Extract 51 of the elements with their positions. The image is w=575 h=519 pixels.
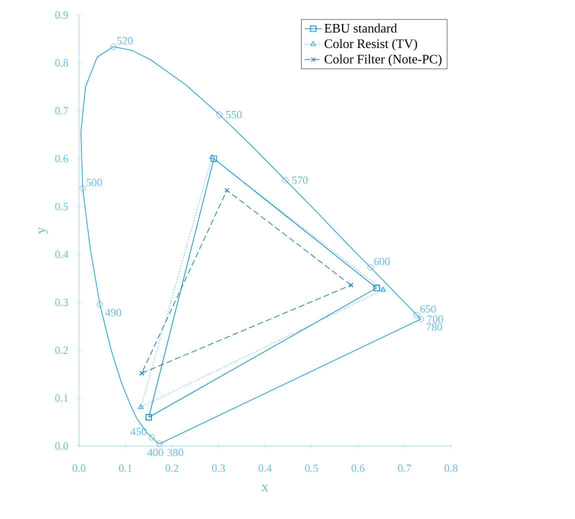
- point: [96, 302, 103, 308]
- point: [149, 434, 155, 440]
- legend-label: EBU standard: [324, 23, 397, 33]
- point: [210, 155, 218, 162]
- point: [282, 177, 288, 184]
- x-tick-label: 0.6: [352, 464, 365, 472]
- x-tick-label: 0.2: [166, 464, 178, 472]
- annotation: 500: [86, 178, 102, 186]
- x-tick-label: 0.7: [398, 464, 412, 472]
- point: [224, 188, 230, 193]
- annotation: 400: [147, 448, 164, 456]
- x-tick-label: 0.8: [444, 464, 458, 472]
- annotation: 570: [292, 176, 308, 184]
- x-tick-label: 0.1: [119, 464, 132, 472]
- point: [368, 264, 374, 270]
- annotation: 650: [420, 305, 436, 313]
- y-tick-label: 0.5: [55, 202, 68, 210]
- y-tick-label: 0.0: [55, 442, 68, 450]
- x-axis-title: x: [262, 484, 268, 492]
- point: [80, 185, 86, 192]
- annotation: 450: [130, 428, 146, 436]
- x-tick-label: 0.0: [72, 464, 86, 472]
- point: [138, 404, 144, 409]
- y-tick-label: 0.3: [55, 298, 68, 306]
- annotation: 780: [426, 323, 442, 331]
- y-tick-label: 0.7: [55, 107, 68, 114]
- annotation: 600: [374, 258, 390, 266]
- y-axis-title: y: [38, 227, 48, 234]
- y-tick-label: 0.2: [55, 346, 68, 354]
- x-tick-label: 0.3: [212, 464, 225, 472]
- point: [414, 312, 420, 318]
- x-tick-label: 0.4: [258, 464, 272, 472]
- point: [216, 112, 222, 118]
- annotation: 380: [168, 448, 184, 456]
- point: [209, 154, 215, 160]
- y-tick-label: 0.4: [55, 250, 68, 258]
- annotation: 520: [117, 37, 133, 44]
- point: [110, 44, 116, 50]
- annotation: 550: [226, 110, 242, 118]
- y-tick-label: 0.8: [55, 59, 68, 67]
- point: [139, 370, 144, 376]
- y-tick-label: 0.1: [55, 394, 68, 402]
- point: [418, 316, 424, 322]
- x-tick-label: 0.5: [305, 464, 318, 472]
- point: [146, 414, 152, 420]
- annotation: 490: [105, 308, 122, 316]
- y-tick-label: 0.9: [55, 11, 68, 19]
- y-tick-label: 0.6: [55, 154, 68, 162]
- legend-label: Color Resist (TV): [324, 38, 418, 51]
- legend-label: Color Filter (Note-PC): [324, 54, 442, 66]
- annotation: 700: [428, 315, 443, 323]
